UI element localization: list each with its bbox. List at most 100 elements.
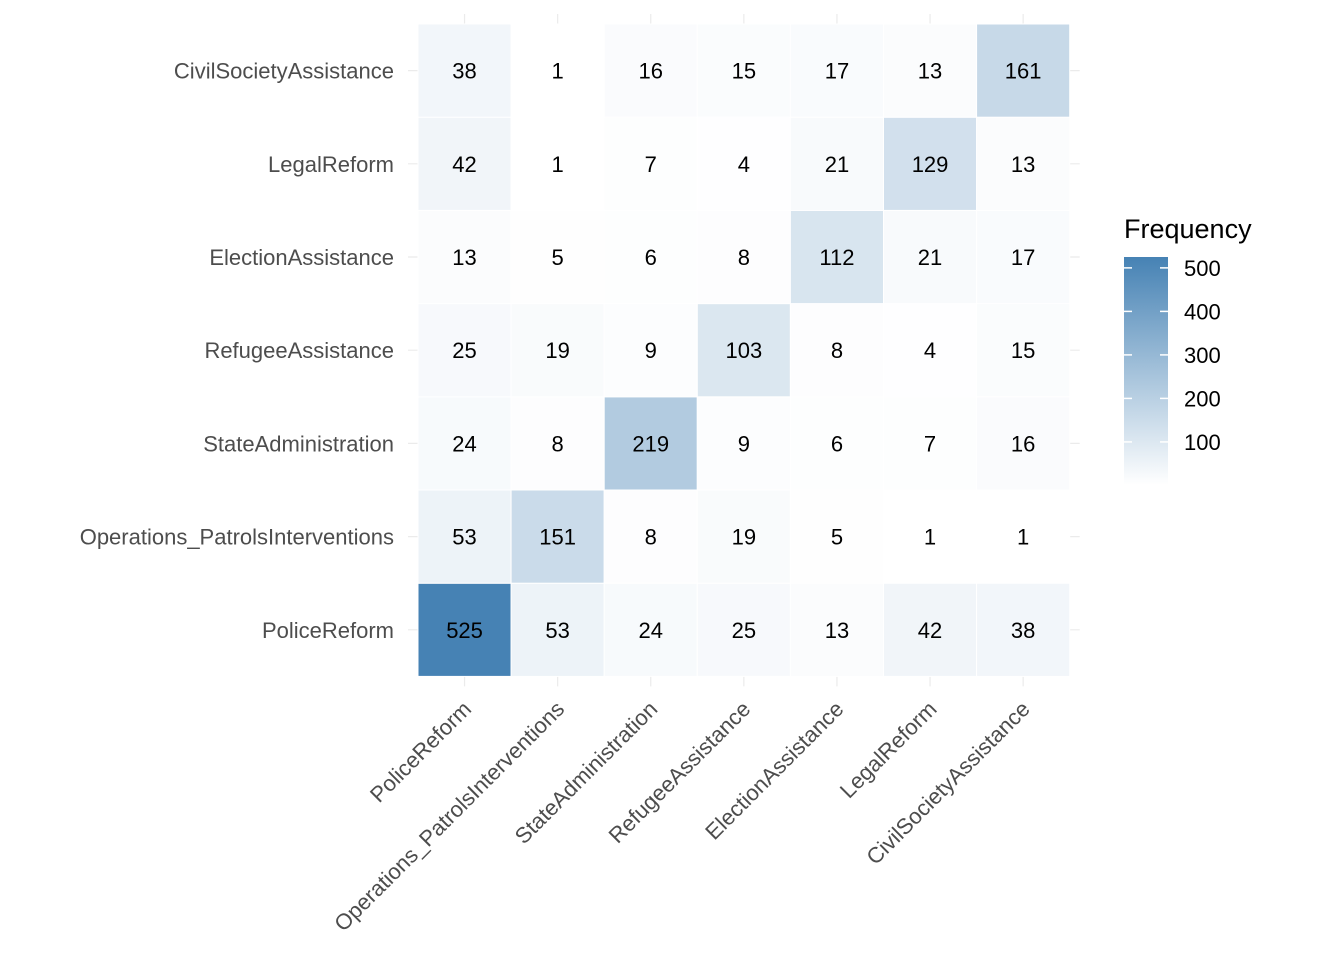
cell-value-label: 9	[738, 431, 750, 456]
cell-value-label: 15	[732, 59, 756, 84]
legend-tick-label: 300	[1184, 343, 1221, 368]
heatmap-cell	[883, 303, 978, 398]
heatmap-cell	[883, 489, 978, 584]
legend-tick-label: 400	[1184, 299, 1221, 324]
x-tick-label: CivilSocietyAssistance	[861, 696, 1034, 869]
y-tick-label: CivilSocietyAssistance	[174, 59, 394, 84]
cell-value-label: 38	[1011, 618, 1035, 643]
cell-value-label: 13	[825, 618, 849, 643]
cell-value-label: 9	[645, 338, 657, 363]
heatmap-cell	[883, 582, 978, 677]
heatmap-cell	[976, 303, 1071, 398]
cell-value-label: 24	[452, 431, 476, 456]
heatmap-cell	[976, 396, 1071, 491]
heatmap-cell	[510, 396, 605, 491]
heatmap-cell	[976, 582, 1071, 677]
heatmap-cell	[603, 23, 698, 118]
cell-value-label: 219	[632, 431, 669, 456]
heatmap-cell	[417, 209, 512, 305]
legend-tick-label: 200	[1184, 386, 1221, 411]
x-axis-labels: PoliceReformOperations_PatrolsInterventi…	[329, 696, 1034, 936]
y-axis-labels: PoliceReform Operations_PatrolsInterventi…	[80, 59, 394, 643]
heatmap-cell	[510, 23, 605, 118]
cell-value-label: 8	[645, 525, 657, 550]
heatmap-cell	[603, 396, 698, 491]
y-tick-label: StateAdministration	[203, 431, 394, 456]
heatmap-cell	[883, 116, 978, 211]
cell-value-label: 53	[545, 618, 569, 643]
cell-value-label: 21	[918, 245, 942, 270]
heatmap-cell	[696, 23, 791, 118]
heatmap-cell	[510, 303, 605, 398]
heatmap-cell	[789, 396, 885, 491]
legend: Frequency 100 200 300 400 500	[1124, 214, 1252, 485]
cell-value-label: 25	[732, 618, 756, 643]
cell-value-label: 103	[725, 338, 762, 363]
heatmap-cell	[696, 489, 791, 584]
cell-value-label: 16	[1011, 431, 1035, 456]
cell-value-label: 4	[924, 338, 936, 363]
legend-title: Frequency	[1124, 214, 1252, 244]
heatmap-cell	[417, 489, 512, 584]
legend-ticks: 100 200 300 400 500	[1124, 256, 1221, 455]
cell-value-label: 1	[924, 525, 936, 550]
heatmap-cell	[510, 489, 605, 584]
cell-value-label: 112	[819, 245, 854, 270]
heatmap-cell	[976, 116, 1071, 211]
cell-value-label: 1	[552, 152, 564, 177]
cell-value-label: 7	[924, 431, 936, 456]
heatmap-cell	[976, 23, 1071, 118]
y-tick-label: Operations_PatrolsInterventions	[80, 525, 394, 550]
cell-value-label: 42	[452, 152, 476, 177]
heatmap-cell	[696, 303, 791, 398]
cell-value-label: 15	[1011, 338, 1035, 363]
y-tick-label: ElectionAssistance	[209, 245, 394, 270]
cell-value-label: 17	[1011, 245, 1035, 270]
cell-value-label: 5	[552, 245, 564, 270]
y-tick-label: RefugeeAssistance	[204, 338, 394, 363]
cell-value-label: 8	[738, 245, 750, 270]
heatmap-cell	[417, 303, 512, 398]
cell-value-label: 19	[545, 338, 569, 363]
cell-value-label: 5	[831, 525, 843, 550]
cell-value-label: 151	[539, 525, 576, 550]
cell-value-label: 7	[645, 152, 657, 177]
cell-value-label: 24	[639, 618, 663, 643]
cell-value-label: 38	[452, 59, 476, 84]
cell-value-label: 1	[1017, 525, 1029, 550]
heatmap-cell	[789, 582, 885, 677]
cell-value-label: 42	[918, 618, 942, 643]
cell-value-label: 53	[452, 525, 476, 550]
cell-value-label: 21	[825, 152, 849, 177]
legend-tick-label: 100	[1184, 430, 1221, 455]
cell-value-label: 16	[639, 59, 663, 84]
cell-value-label: 6	[645, 245, 657, 270]
cell-value-label: 8	[831, 338, 843, 363]
heatmap-cell	[883, 23, 978, 118]
heatmap-cell	[789, 489, 885, 584]
y-tick-label: LegalReform	[268, 152, 394, 177]
cell-value-label: 6	[831, 431, 843, 456]
cell-value-label: 17	[825, 59, 849, 84]
cell-value-label: 13	[452, 245, 476, 270]
heatmap-cell	[883, 396, 978, 491]
cell-value-label: 161	[1005, 59, 1042, 84]
heatmap-cell	[976, 489, 1071, 584]
heatmap-cell	[603, 582, 698, 677]
heatmap-cell	[417, 396, 512, 491]
cell-value-label: 13	[918, 59, 942, 84]
legend-colorbar	[1124, 257, 1168, 485]
cell-value-label: 8	[552, 431, 564, 456]
cell-value-label: 4	[738, 152, 750, 177]
heatmap-cells	[417, 23, 1071, 677]
cell-value-label: 19	[732, 525, 756, 550]
heatmap-cell	[696, 209, 791, 305]
cell-value-label: 1	[552, 59, 564, 84]
heatmap-cell	[789, 303, 885, 398]
heatmap-cell	[603, 489, 698, 584]
heatmap-cell	[696, 396, 791, 491]
y-tick-label: PoliceReform	[262, 618, 394, 643]
cell-value-label: 525	[446, 618, 483, 643]
legend-tick-label: 500	[1184, 256, 1221, 281]
